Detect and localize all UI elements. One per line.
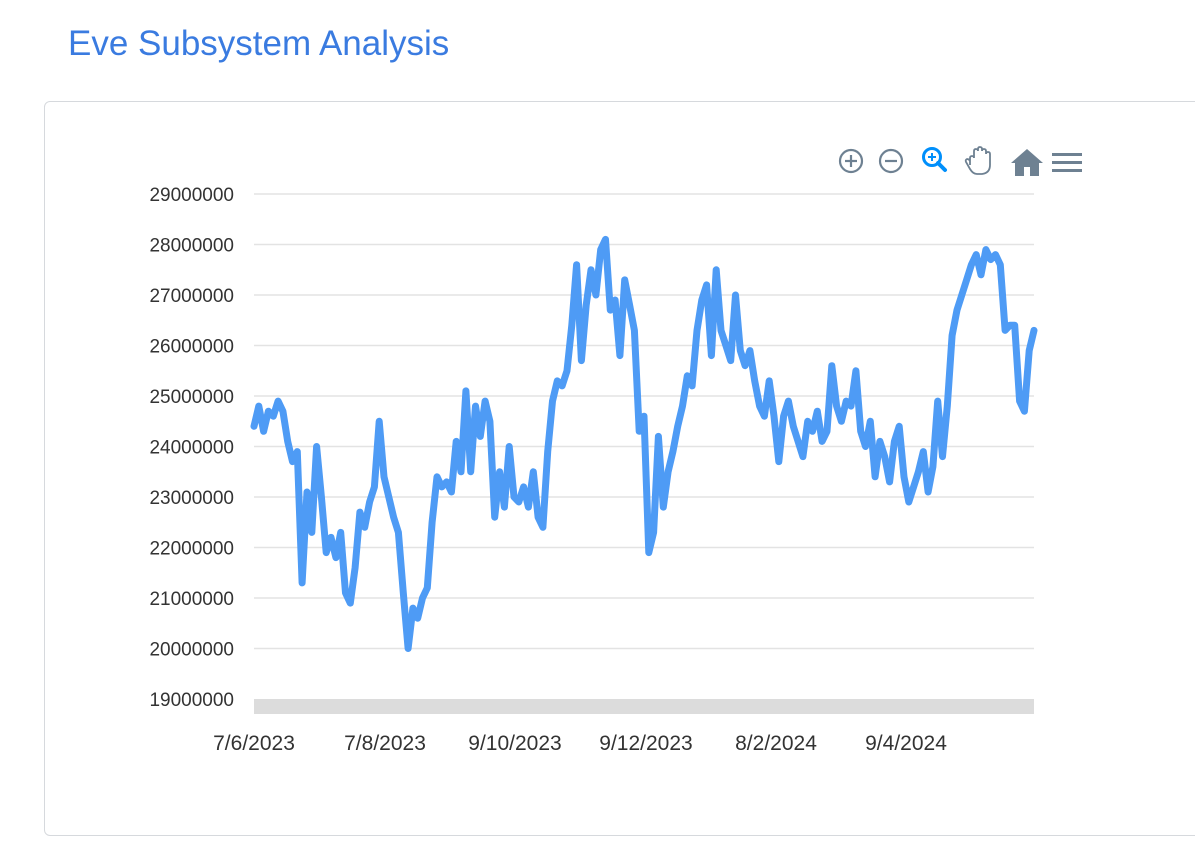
y-tick-label: 25000000 xyxy=(149,387,234,408)
x-tick-label: 9/10/2023 xyxy=(468,732,561,755)
selection-zoom-icon[interactable] xyxy=(919,144,949,174)
x-tick-label: 9/4/2024 xyxy=(865,732,947,755)
zoom-in-icon[interactable] xyxy=(836,146,866,176)
zoom-out-icon[interactable] xyxy=(876,146,906,176)
series-line xyxy=(250,235,1038,652)
x-tick-label: 8/2/2024 xyxy=(735,732,817,755)
y-tick-label: 19000000 xyxy=(149,690,234,711)
x-tick-label: 9/12/2023 xyxy=(599,732,692,755)
y-tick-label: 21000000 xyxy=(149,589,234,610)
y-tick-label: 20000000 xyxy=(149,640,234,661)
y-axis: 29000000 28000000 27000000 26000000 25000000… xyxy=(149,185,234,711)
y-tick-label: 28000000 xyxy=(149,236,234,257)
chart-toolbar xyxy=(836,144,1083,177)
y-tick-label: 27000000 xyxy=(149,286,234,307)
y-tick-label: 26000000 xyxy=(149,337,234,358)
menu-icon[interactable] xyxy=(1051,147,1083,177)
y-tick-label: 29000000 xyxy=(149,185,234,206)
chart-card: 29000000 28000000 27000000 26000000 25000000… xyxy=(44,101,1195,836)
x-axis-band xyxy=(254,699,1034,714)
x-tick-label: 7/6/2023 xyxy=(213,732,295,755)
chart[interactable]: 29000000 28000000 27000000 26000000 25000000… xyxy=(45,102,1195,832)
x-axis: 7/6/2023 7/8/2023 9/10/2023 9/12/2023 8/2/20… xyxy=(213,732,947,755)
page-title: Eve Subsystem Analysis xyxy=(68,24,450,63)
series-layer xyxy=(250,235,1038,652)
pan-hand-icon[interactable] xyxy=(964,146,994,176)
y-tick-label: 23000000 xyxy=(149,488,234,509)
y-tick-label: 24000000 xyxy=(149,438,234,459)
reset-home-icon[interactable] xyxy=(1011,147,1043,177)
x-tick-label: 7/8/2023 xyxy=(344,732,426,755)
y-tick-label: 22000000 xyxy=(149,539,234,560)
